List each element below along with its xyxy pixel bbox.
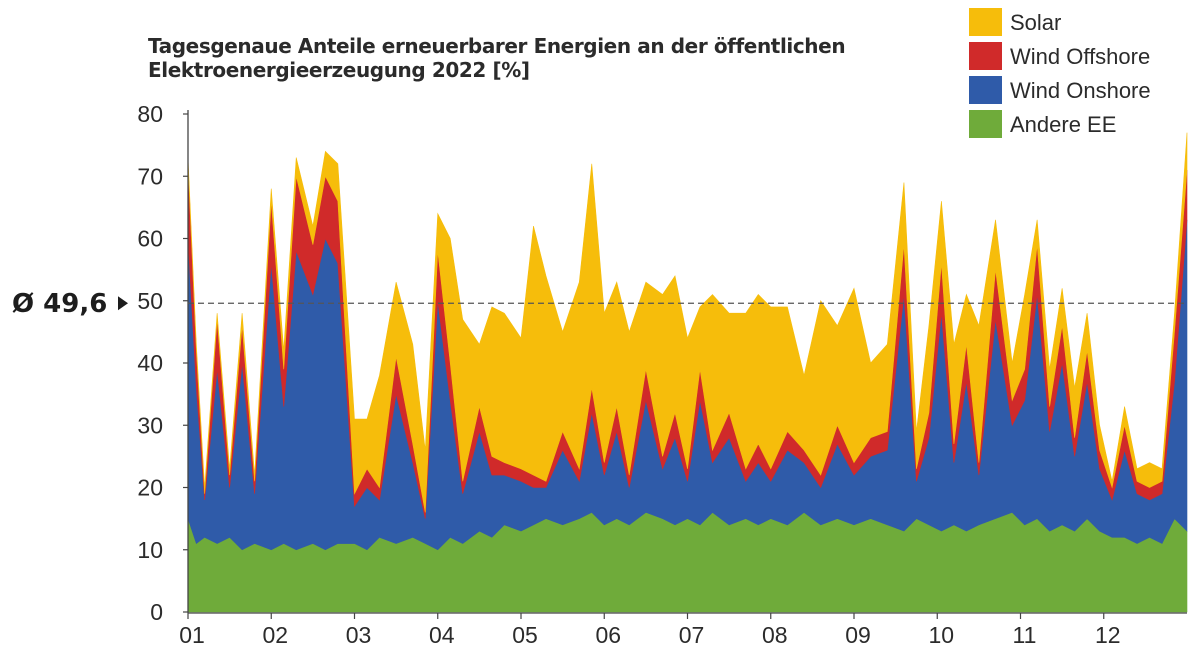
x-tick-label: 09 [845,622,871,648]
x-tick-label: 02 [262,622,288,648]
y-tick-label: 80 [137,101,163,127]
x-tick-label: 07 [679,622,705,648]
y-tick-label: 0 [150,599,163,625]
x-tick-label: 01 [179,622,205,648]
legend-label-andere-ee: Andere EE [1010,112,1116,137]
y-tick-label: 60 [137,226,163,252]
x-tick-label: 04 [429,622,455,648]
chart-title-line-1: Tagesgenaue Anteile erneuerbarer Energie… [148,34,846,58]
x-tick-label: 05 [512,622,538,648]
x-tick-label: 06 [595,622,621,648]
x-tick-label: 12 [1095,622,1121,648]
average-label: Ø 49,6 [12,289,107,319]
legend: Solar Wind Offshore Wind Onshore Andere EE [969,8,1151,138]
y-tick-label: 20 [137,475,163,501]
y-tick-label: 50 [137,288,163,314]
legend-swatch-wind-offshore [969,42,1002,70]
y-tick-label: 40 [137,350,163,376]
average-indicator: Ø 49,6 [12,289,1187,319]
legend-swatch-solar [969,8,1002,36]
legend-label-solar: Solar [1010,10,1061,35]
legend-swatch-andere-ee [969,110,1002,138]
x-tick-label: 08 [762,622,788,648]
chart-title-line-2: Elektroenergieerzeugung 2022 [%] [148,58,530,82]
y-tick-label: 10 [137,537,163,563]
area-solar [187,132,1188,513]
x-tick-label: 11 [1013,622,1037,648]
y-tick-label: 30 [137,412,163,438]
axes: 0 10 20 30 40 50 60 70 80 01 02 03 04 05 06 07 08 09 10 11 1… [137,101,1187,648]
series-areas [187,132,1188,613]
legend-label-wind-offshore: Wind Offshore [1010,44,1150,69]
legend-label-wind-onshore: Wind Onshore [1010,78,1151,103]
legend-swatch-wind-onshore [969,76,1002,104]
y-tick-label: 70 [137,163,163,189]
x-tick-label: 03 [346,622,372,648]
x-tick-label: 10 [928,622,954,648]
average-pointer-icon [118,296,128,311]
